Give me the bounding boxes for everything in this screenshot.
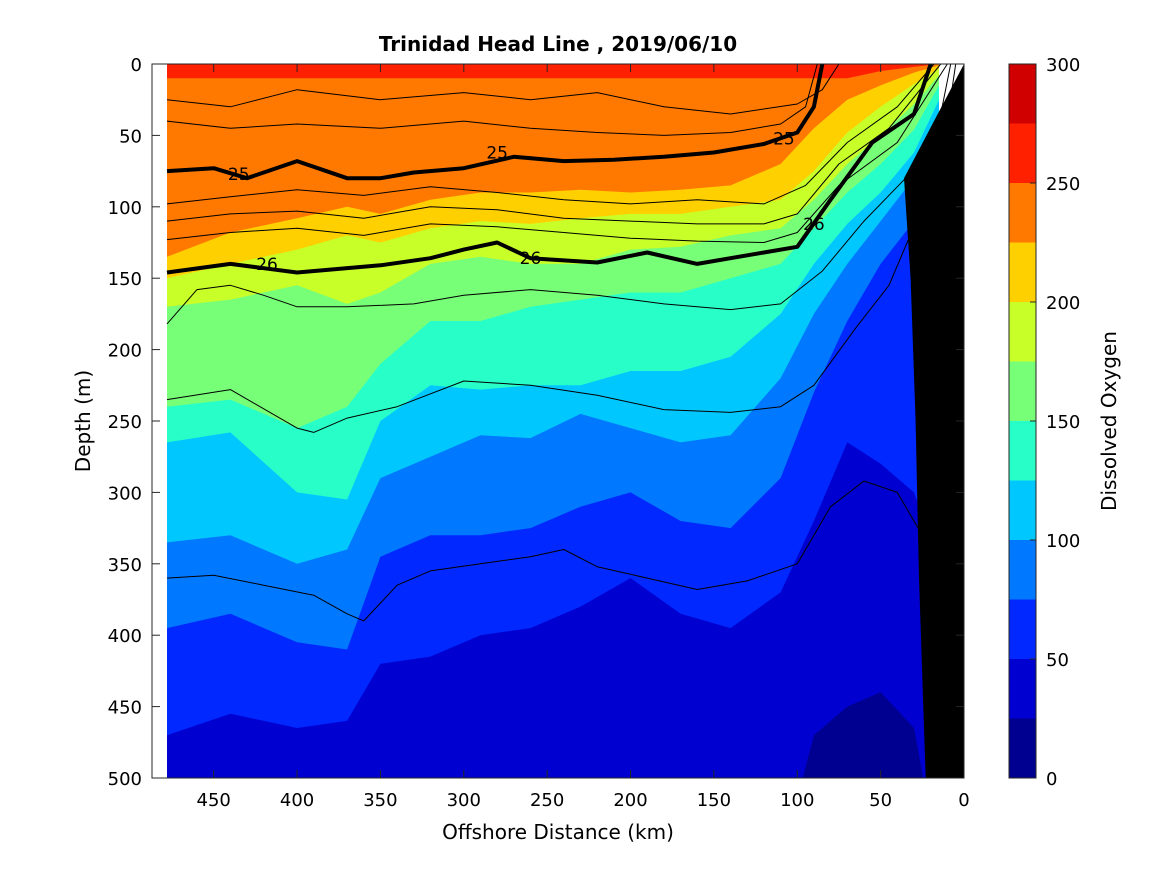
colorbar-tick-label: 300 xyxy=(1046,55,1080,76)
colorbar-tick-label: 150 xyxy=(1046,412,1080,433)
y-tick-label: 350 xyxy=(108,555,142,576)
y-tick-label: 500 xyxy=(108,769,142,790)
x-tick-label: 0 xyxy=(958,790,969,811)
x-tick-label: 150 xyxy=(697,790,731,811)
y-tick-label: 400 xyxy=(108,626,142,647)
x-tick-label: 400 xyxy=(280,790,314,811)
colorbar-band-225 xyxy=(1009,183,1036,243)
y-tick-label: 0 xyxy=(131,55,142,76)
contour-label-26-1: 26 xyxy=(520,249,542,269)
colorbar-tick-label: 200 xyxy=(1046,293,1080,314)
contour-label-26-0: 26 xyxy=(256,255,278,275)
y-tick-label: 50 xyxy=(119,126,142,147)
oxygen-band-0-25 xyxy=(802,692,924,778)
colorbar-band-0 xyxy=(1009,718,1036,778)
colorbar-band-125 xyxy=(1009,421,1036,481)
contour-labels: 25 25 25 26 26 26 xyxy=(228,129,825,275)
colorbar-tick-label: 50 xyxy=(1046,650,1069,671)
oxygen-band-25-50 xyxy=(167,442,939,778)
density-contours xyxy=(166,64,957,622)
oxygen-field xyxy=(167,64,939,778)
isopycnal-thin-3 xyxy=(166,64,818,136)
isopycnal-26 xyxy=(166,64,933,275)
y-axis-ticks: 0 50 100 150 200 250 300 350 400 450 500 xyxy=(108,55,964,790)
y-axis-label: Depth (m) xyxy=(71,370,95,472)
bottom-topography xyxy=(904,64,964,778)
isopycnal-thin-2 xyxy=(166,64,840,115)
colorbar-band-50 xyxy=(1009,599,1036,659)
isopycnal-thin-9 xyxy=(166,480,935,622)
colorbar-label: Dissolved Oxygen xyxy=(1097,331,1121,511)
x-axis-label: Offshore Distance (km) xyxy=(442,820,674,844)
isopycnal-thin-6 xyxy=(166,64,948,243)
x-tick-label: 300 xyxy=(447,790,481,811)
colorbar-band-150 xyxy=(1009,361,1036,421)
colorbar-band-100 xyxy=(1009,480,1036,540)
colorbar-band-175 xyxy=(1009,302,1036,362)
chart-title: Trinidad Head Line , 2019/06/10 xyxy=(379,32,737,56)
y-tick-label: 150 xyxy=(108,269,142,290)
colorbar-band-250 xyxy=(1009,123,1036,183)
x-tick-label: 50 xyxy=(869,790,892,811)
colorbar: 0 50 100 150 200 250 300 Dissolved Oxygen xyxy=(1008,55,1121,790)
colorbar-tick-label: 100 xyxy=(1046,531,1080,552)
colorbar-band-75 xyxy=(1009,540,1036,600)
plot-area: 25 25 25 26 26 26 xyxy=(151,63,965,779)
x-tick-label: 250 xyxy=(530,790,564,811)
isopycnal-25 xyxy=(166,64,825,181)
isopycnal-thin-7 xyxy=(166,64,957,325)
colorbar-band-200 xyxy=(1009,242,1036,302)
contour-label-25-1: 25 xyxy=(486,144,508,164)
x-tick-label: 200 xyxy=(613,790,647,811)
contour-label-25-0: 25 xyxy=(228,165,250,185)
isopycnal-thin-8 xyxy=(166,64,952,433)
colorbar-band-25 xyxy=(1009,659,1036,719)
x-tick-label: 450 xyxy=(197,790,231,811)
y-tick-label: 450 xyxy=(108,698,142,719)
isopycnal-thin-4 xyxy=(166,64,935,205)
colorbar-tick-label: 0 xyxy=(1046,769,1057,790)
x-axis-ticks: 450 400 350 300 250 200 150 100 50 0 xyxy=(197,64,970,811)
x-tick-label: 100 xyxy=(780,790,814,811)
colorbar-bands xyxy=(1009,64,1036,778)
isopycnal-thin-5 xyxy=(166,64,942,225)
colorbar-band-275 xyxy=(1009,64,1036,124)
contour-label-25-2: 25 xyxy=(773,129,795,149)
y-tick-label: 100 xyxy=(108,198,142,219)
y-tick-label: 300 xyxy=(108,483,142,504)
y-tick-label: 200 xyxy=(108,341,142,362)
y-tick-label: 250 xyxy=(108,412,142,433)
contour-label-26-2: 26 xyxy=(803,215,825,235)
x-tick-label: 350 xyxy=(363,790,397,811)
colorbar-ticks: 0 50 100 150 200 250 300 xyxy=(1030,55,1080,790)
seafloor xyxy=(904,64,964,778)
colorbar-tick-label: 250 xyxy=(1046,174,1080,195)
